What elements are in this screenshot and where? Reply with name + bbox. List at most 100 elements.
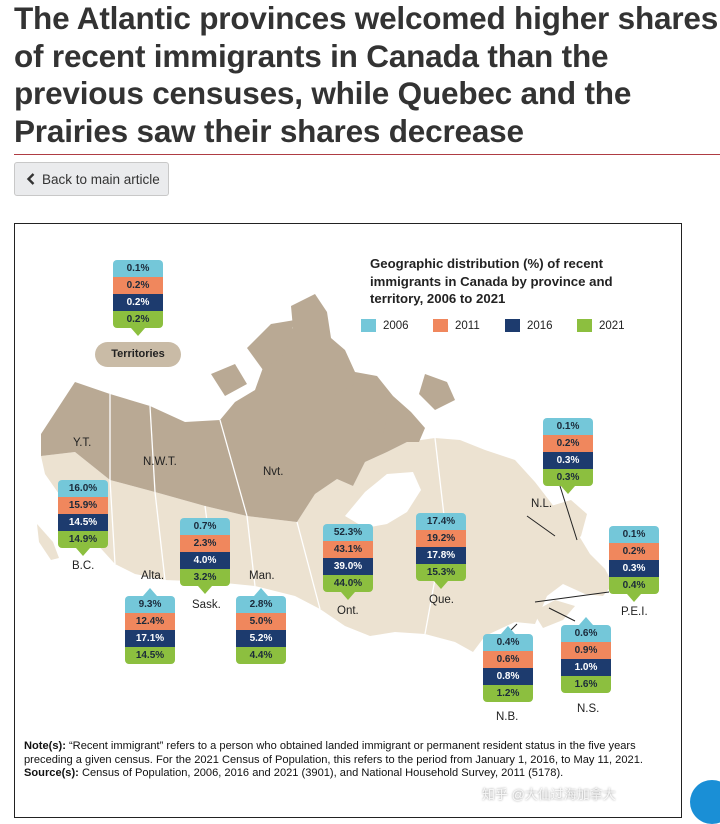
value-bc-2011: 15.9%: [58, 497, 108, 514]
legend-item-2016: 2016: [505, 319, 577, 332]
label-nwt: N.W.T.: [143, 456, 177, 468]
label-ont: Ont.: [337, 605, 359, 617]
back-to-main-article-button[interactable]: Back to main article: [14, 162, 169, 196]
marker-pei: 0.1% 0.2% 0.3% 0.4%: [609, 526, 659, 602]
marker-bc: 16.0% 15.9% 14.5% 14.9%: [58, 480, 108, 556]
figure-notes: Note(s): “Recent immigrant” refers to a …: [24, 740, 674, 781]
value-ont-2011: 43.1%: [323, 541, 373, 558]
back-button-label: Back to main article: [42, 171, 160, 187]
territories-pill: Territories: [95, 342, 181, 367]
legend-swatch-2006: [361, 319, 376, 332]
value-que-2016: 17.8%: [416, 547, 466, 564]
value-territories-2011: 0.2%: [113, 277, 163, 294]
value-ns-2021: 1.6%: [561, 676, 611, 693]
marker-pointer: [131, 328, 145, 336]
page-title: The Atlantic provinces welcomed higher s…: [14, 0, 719, 149]
label-nvt: Nvt.: [263, 466, 284, 478]
legend-swatch-2021: [577, 319, 592, 332]
marker-pointer: [198, 586, 212, 594]
marker-que: 17.4% 19.2% 17.8% 15.3%: [416, 513, 466, 589]
legend-item-2011: 2011: [433, 319, 505, 332]
value-bc-2016: 14.5%: [58, 514, 108, 531]
value-territories-2006: 0.1%: [113, 260, 163, 277]
marker-ont: 52.3% 43.1% 39.0% 44.0%: [323, 524, 373, 600]
value-ont-2021: 44.0%: [323, 575, 373, 592]
value-ns-2006: 0.6%: [561, 625, 611, 642]
value-man-2021: 4.4%: [236, 647, 286, 664]
value-pei-2011: 0.2%: [609, 543, 659, 560]
marker-man: 2.8% 5.0% 5.2% 4.4%: [236, 588, 286, 664]
value-bc-2006: 16.0%: [58, 480, 108, 497]
marker-nl: 0.1% 0.2% 0.3% 0.3%: [543, 418, 593, 494]
value-que-2021: 15.3%: [416, 564, 466, 581]
value-ns-2011: 0.9%: [561, 642, 611, 659]
value-sask-2011: 2.3%: [180, 535, 230, 552]
marker-alta: 9.3% 12.4% 17.1% 14.5%: [125, 588, 175, 664]
label-sask: Sask.: [192, 599, 221, 611]
map-figure: Geographic distribution (%) of recent im…: [14, 223, 682, 818]
marker-pointer: [434, 581, 448, 589]
value-nb-2016: 0.8%: [483, 668, 533, 685]
value-alta-2016: 17.1%: [125, 630, 175, 647]
label-bc: B.C.: [72, 560, 95, 572]
value-ns-2016: 1.0%: [561, 659, 611, 676]
marker-pointer: [341, 592, 355, 600]
value-nl-2021: 0.3%: [543, 469, 593, 486]
chart-title: Geographic distribution (%) of recent im…: [370, 256, 613, 306]
value-pei-2021: 0.4%: [609, 577, 659, 594]
legend-item-2021: 2021: [577, 319, 649, 332]
marker-pointer: [627, 594, 641, 602]
source-text: Census of Population, 2006, 2016 and 202…: [78, 767, 564, 780]
value-nb-2011: 0.6%: [483, 651, 533, 668]
value-nl-2016: 0.3%: [543, 452, 593, 469]
marker-sask: 0.7% 2.3% 4.0% 3.2%: [180, 518, 230, 594]
label-nl: N.L.: [531, 498, 553, 510]
legend-label-2016: 2016: [527, 319, 553, 332]
value-que-2011: 19.2%: [416, 530, 466, 547]
watermark: 知乎 @大仙过海加拿大: [482, 787, 616, 802]
legend-swatch-2016: [505, 319, 520, 332]
value-territories-2021: 0.2%: [113, 311, 163, 328]
marker-nb: 0.4% 0.6% 0.8% 1.2%: [483, 626, 533, 702]
value-ont-2016: 39.0%: [323, 558, 373, 575]
value-bc-2021: 14.9%: [58, 531, 108, 548]
source-label: Source(s):: [24, 767, 79, 780]
label-pei: P.E.I.: [621, 606, 648, 618]
value-man-2011: 5.0%: [236, 613, 286, 630]
value-alta-2021: 14.5%: [125, 647, 175, 664]
label-alta: Alta.: [141, 570, 165, 582]
chat-bubble-icon[interactable]: [690, 780, 720, 824]
value-nb-2006: 0.4%: [483, 634, 533, 651]
value-nb-2021: 1.2%: [483, 685, 533, 702]
value-man-2016: 5.2%: [236, 630, 286, 647]
value-que-2006: 17.4%: [416, 513, 466, 530]
value-ont-2006: 52.3%: [323, 524, 373, 541]
label-man: Man.: [249, 570, 275, 582]
legend-swatch-2011: [433, 319, 448, 332]
value-territories-2016: 0.2%: [113, 294, 163, 311]
legend-label-2011: 2011: [455, 319, 480, 332]
marker-pointer: [76, 548, 90, 556]
value-nl-2006: 0.1%: [543, 418, 593, 435]
marker-ns: 0.6% 0.9% 1.0% 1.6%: [561, 617, 611, 693]
label-ns: N.S.: [577, 703, 600, 715]
value-man-2006: 2.8%: [236, 596, 286, 613]
value-pei-2016: 0.3%: [609, 560, 659, 577]
legend-item-2006: 2006: [361, 319, 433, 332]
label-yt: Y.T.: [73, 437, 92, 449]
value-pei-2006: 0.1%: [609, 526, 659, 543]
chevron-left-icon: [26, 173, 35, 185]
marker-territories: 0.1% 0.2% 0.2% 0.2%: [113, 260, 163, 336]
note-text: “Recent immigrant” refers to a person wh…: [24, 740, 643, 766]
marker-pointer: [561, 486, 575, 494]
value-alta-2006: 9.3%: [125, 596, 175, 613]
value-alta-2011: 12.4%: [125, 613, 175, 630]
title-divider: [14, 154, 720, 155]
legend-label-2021: 2021: [599, 319, 625, 332]
territories-shape: [41, 294, 425, 522]
value-sask-2021: 3.2%: [180, 569, 230, 586]
note-label: Note(s):: [24, 740, 66, 752]
label-nb: N.B.: [496, 711, 519, 723]
legend: 2006 2011 2016 2021: [361, 319, 649, 332]
label-que: Que.: [429, 594, 454, 606]
